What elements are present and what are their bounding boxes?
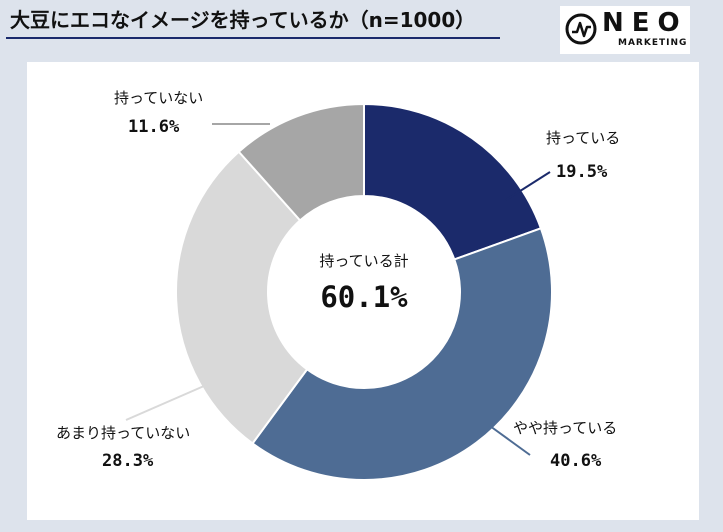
slice-label-0: 持っている [546,129,621,147]
donut-slice-3 [237,102,365,222]
chart-title: 大豆にエコなイメージを持っているか（n=1000） [10,8,476,32]
logo-pulse-icon [565,13,597,45]
slice-value-1: 40.6% [550,451,602,471]
logo-brand-text: NEO [602,8,688,38]
leader-line-2 [125,385,205,421]
title-underline [6,37,500,39]
slice-value-2: 28.3% [102,451,154,471]
logo-sub-text: MARKETING [618,38,688,48]
leader-line-0 [505,171,551,201]
donut-slice-2 [175,150,309,445]
center-label: 持っている計 [319,252,409,270]
slice-label-2: あまり持っていない [56,424,191,442]
leader-line-1 [489,425,531,456]
center-value: 60.1% [320,280,408,314]
slice-label-1: やや持っている [513,419,618,437]
donut-slice-1 [251,227,553,481]
slice-value-0: 19.5% [556,162,608,182]
donut-slice-0 [363,102,543,261]
slice-label-3: 持っていない [114,89,204,107]
neo-marketing-logo: NEO MARKETING [560,6,690,54]
slice-value-3: 11.6% [128,117,180,137]
